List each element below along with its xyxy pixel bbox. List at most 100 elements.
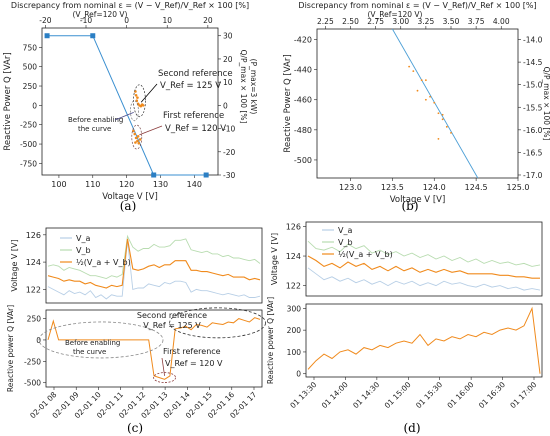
point-first-a-4 <box>137 141 141 145</box>
y-tick-label-d-bottom-3: 300 <box>287 304 302 313</box>
x-tick-label-b-4: 125.0 <box>507 183 530 192</box>
plot-frame-d-bottom <box>305 303 543 378</box>
y-tick-label-b-2: -460 <box>294 96 312 105</box>
point-b-5 <box>429 95 431 98</box>
plot-frame-c-bottom <box>45 309 263 388</box>
x-tick-label-d-7: 01 17:00 <box>508 380 538 410</box>
caption-c: (c) <box>127 421 143 435</box>
x-tick-label-d-6: 01 16:30 <box>477 380 507 410</box>
y-tick-label-c-bottom-0: -500 <box>24 379 41 388</box>
y-tick-label-a-2: -250 <box>20 121 37 130</box>
y-tick-label-c-top-0: 122 <box>26 285 41 294</box>
x2-axis-label-a: Discrepancy from nominal ε = (V − V_Ref)… <box>11 1 249 10</box>
y-axis-label-c-bottom: Reactive power Q [VAr] <box>6 305 15 392</box>
x2-tick-label-b-5: 3.50 <box>443 17 460 26</box>
y-axis-label-d-bottom: Reactive power Q [VAr] <box>266 297 275 384</box>
point-second-a-8 <box>134 94 138 97</box>
point-b-4 <box>416 89 419 92</box>
volt-var-line-b <box>391 28 479 179</box>
x-tick-label-b-3: 124.5 <box>465 183 488 192</box>
series-d-bottom-0 <box>307 306 541 374</box>
annotation-before-a-1: Before enabling <box>68 116 123 124</box>
x2-tick-label-b-0: 2.25 <box>317 17 334 26</box>
x-tick-label-a-1: 110 <box>85 180 100 189</box>
y-tick-label-a-3: 0 <box>32 101 37 110</box>
curve-marker-a-3 <box>203 172 209 178</box>
series-c-bottom-0 <box>47 317 261 380</box>
point-b-11 <box>437 137 440 140</box>
y2-tick-label-a-3: 0 <box>223 101 228 110</box>
caption-d: (d) <box>403 421 420 435</box>
y-tick-label-d-bottom-1: 100 <box>287 348 302 357</box>
y-tick-label-c-bottom-2: 0 <box>36 336 41 345</box>
series-c-top-0 <box>47 240 261 300</box>
plot-frame-d-top <box>305 221 543 297</box>
arrow-before-a <box>114 111 134 121</box>
curve-marker-a-2 <box>151 172 157 178</box>
legend-label-d-0: V_a <box>338 226 352 235</box>
point-first-a-2 <box>134 136 138 140</box>
point-b-3 <box>424 79 427 82</box>
point-first-a-5 <box>138 138 142 141</box>
y2-tick-label-b-1: -14.5 <box>523 58 543 67</box>
legend-label-d-1: V_b <box>338 238 353 247</box>
point-b-8 <box>441 118 444 121</box>
x-tick-label-b-0: 123.0 <box>339 183 362 192</box>
x-axis-label-a: Voltage V [V] <box>102 192 158 202</box>
x2-axis-sub-a: (V_Ref=120 V) <box>73 10 128 19</box>
x-tick-label-d-2: 01 14:30 <box>351 380 381 410</box>
annotation-second-a: Second reference <box>158 69 233 79</box>
y2-tick-label-b-0: -14.0 <box>523 36 543 45</box>
y-tick-label-a-5: 500 <box>23 63 38 72</box>
x-tick-label-d-3: 01 15:00 <box>383 380 413 410</box>
x2-tick-label-a-1: -10 <box>80 16 92 25</box>
y2-tick-label-a-5: 20 <box>223 55 233 64</box>
point-first-a-6 <box>136 135 140 138</box>
point-b-10 <box>450 131 452 134</box>
y2-tick-label-b-3: -15.5 <box>523 103 543 112</box>
point-b-2 <box>420 79 423 82</box>
arrow-first-c <box>161 357 165 376</box>
point-b-7 <box>437 112 440 115</box>
y-axis-label-d-top: Voltage V [V] <box>270 233 279 285</box>
y-tick-label-a-0: -750 <box>20 159 37 168</box>
arrow-first-a <box>139 125 163 136</box>
y-tick-label-d-bottom-2: 200 <box>287 326 302 335</box>
x-tick-label-a-2: 120 <box>119 180 134 189</box>
x-tick-label-b-1: 123.5 <box>381 183 404 192</box>
x2-tick-label-a-3: 10 <box>162 16 172 25</box>
series-d-top-1 <box>307 240 541 267</box>
ellipse-before-c <box>38 321 164 359</box>
point-second-a-6 <box>141 104 145 107</box>
x2-axis-sub-b: (V_Ref=120 V) <box>368 10 423 19</box>
plot-frame-a <box>41 27 219 176</box>
y-tick-label-d-top-2: 126 <box>286 222 301 231</box>
y2-tick-label-b-2: -15.0 <box>523 81 543 90</box>
series-c-top-1 <box>47 234 261 279</box>
ellipse-second-c <box>169 307 267 339</box>
point-first-a-1 <box>133 132 137 136</box>
y2-tick-label-b-6: -17.0 <box>523 171 543 180</box>
plot-frame-c-top <box>45 227 263 304</box>
y2-axis-label-b: Q/P_max × 100 [%] <box>542 67 550 141</box>
y2-axis-label-a: Q/P_max × 100 [%] <box>239 50 248 124</box>
annotation-first-a: First reference <box>163 111 224 121</box>
annotation-second-value-c: V_Ref = 125 V <box>143 321 201 330</box>
y-axis-label-b: Reactive Power Q [VAr] <box>283 54 293 152</box>
x-tick-label-a-4: 140 <box>187 180 202 189</box>
x2-tick-label-b-7: 4.00 <box>493 17 510 26</box>
x-tick-label-d-4: 01 15:30 <box>414 380 444 410</box>
annotation-second-value-a: V_Ref = 125 V <box>160 81 221 91</box>
y-tick-label-b-3: -440 <box>294 66 312 75</box>
y-tick-label-d-top-0: 122 <box>286 282 301 291</box>
y2-axis-sub-a: (P_max=3 kW) <box>249 59 258 115</box>
legend-label-c-0: V_a <box>76 234 90 243</box>
y2-tick-label-a-4: 10 <box>223 78 233 87</box>
plot-frame-b <box>316 28 519 179</box>
annotation-first-c: First reference <box>163 347 221 356</box>
panel-d: 122 124 126 0 100 200 300 Voltage V [V] Reactive… <box>266 221 543 410</box>
x2-tick-label-b-2: 2.75 <box>367 17 384 26</box>
arrow-second-a <box>140 83 158 103</box>
x-tick-label-d-5: 01 16:00 <box>445 380 475 410</box>
x2-tick-label-a-4: 20 <box>203 16 213 25</box>
